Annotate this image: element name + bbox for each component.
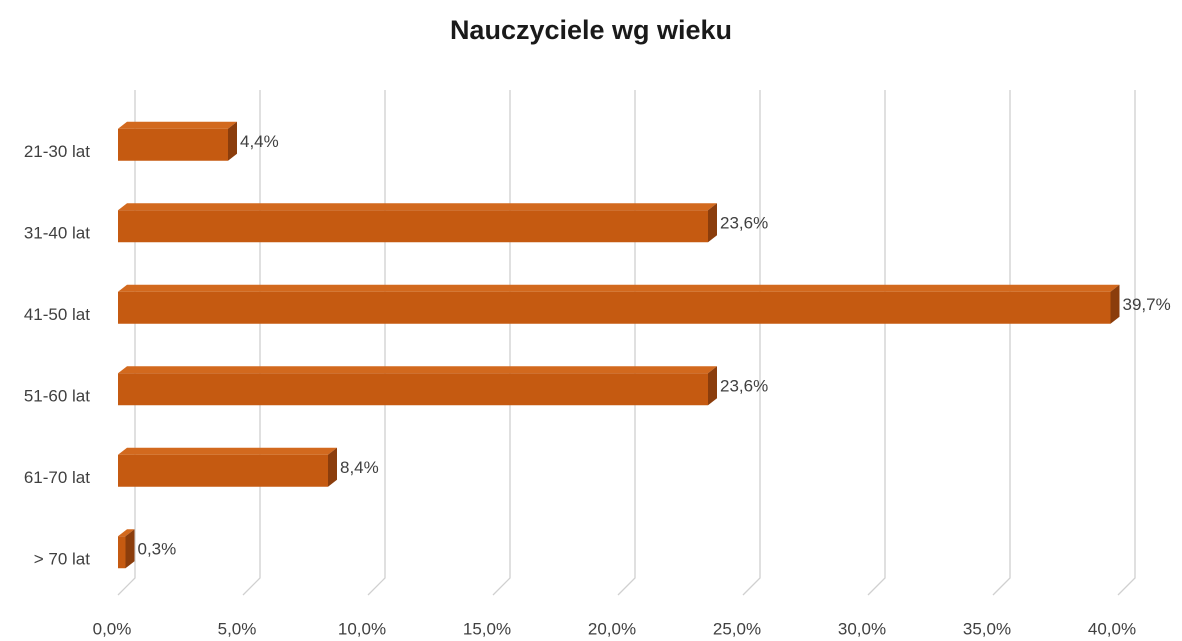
grid-line <box>992 90 1011 596</box>
chart-title: Nauczyciele wg wieku <box>450 15 732 45</box>
bar-side <box>328 447 337 487</box>
value-label: 23,6% <box>720 377 768 396</box>
bar <box>118 373 708 406</box>
value-label: 23,6% <box>720 214 768 233</box>
bar-side <box>228 121 237 161</box>
bar-top <box>118 366 717 374</box>
grid-line <box>1117 90 1136 596</box>
y-tick-label: 51-60 lat <box>24 387 90 406</box>
bar-side <box>1110 284 1120 324</box>
grid-line <box>742 90 761 596</box>
grid-line <box>492 90 511 596</box>
bar-top <box>118 121 237 129</box>
bar <box>118 210 708 243</box>
x-tick-label: 0,0% <box>93 619 132 638</box>
bar <box>118 291 1111 324</box>
value-label: 0,3% <box>138 540 177 559</box>
bar <box>118 454 328 487</box>
value-label: 39,7% <box>1123 295 1171 314</box>
value-label: 8,4% <box>340 458 379 477</box>
y-tick-label: > 70 lat <box>34 550 91 569</box>
grid-line <box>617 90 636 596</box>
grid-line <box>117 90 136 596</box>
bar <box>118 536 126 569</box>
bar-side <box>708 203 717 243</box>
y-tick-label: 21-30 lat <box>24 142 90 161</box>
bar-top <box>118 284 1120 292</box>
bar <box>118 128 228 161</box>
bar-top <box>118 203 717 211</box>
y-tick-label: 31-40 lat <box>24 224 90 243</box>
bar-side <box>708 366 717 406</box>
x-tick-label: 40,0% <box>1088 619 1136 638</box>
x-tick-label: 5,0% <box>218 619 257 638</box>
x-tick-label: 35,0% <box>963 619 1011 638</box>
bar-side <box>125 529 135 569</box>
bar-top <box>118 447 337 455</box>
x-tick-label: 25,0% <box>713 619 761 638</box>
x-tick-label: 30,0% <box>838 619 886 638</box>
grid-line <box>367 90 386 596</box>
x-tick-label: 15,0% <box>463 619 511 638</box>
value-label: 4,4% <box>240 132 279 151</box>
bar-top <box>118 529 135 537</box>
grid-line <box>867 90 886 596</box>
x-tick-label: 10,0% <box>338 619 386 638</box>
y-tick-label: 61-70 lat <box>24 468 90 487</box>
x-tick-label: 20,0% <box>588 619 636 638</box>
grid-line <box>242 90 261 596</box>
y-tick-label: 41-50 lat <box>24 305 90 324</box>
